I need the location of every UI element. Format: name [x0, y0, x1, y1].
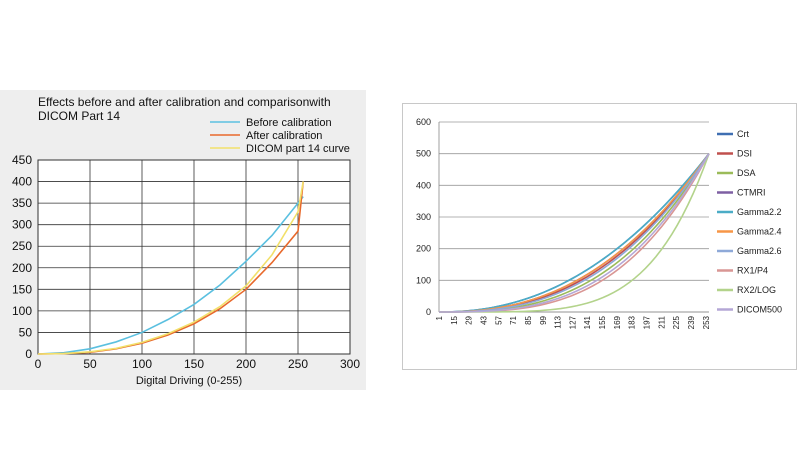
- right-x-tick-label: 57: [494, 315, 503, 324]
- right-series-line: [438, 153, 710, 313]
- right-y-tick-label: 500: [416, 149, 431, 159]
- right-legend-label: DSA: [737, 168, 756, 178]
- left-x-tick-label: 0: [35, 357, 42, 371]
- left-y-tick-label: 400: [12, 175, 32, 189]
- right-x-tick-label: 71: [509, 315, 518, 324]
- right-series-line: [438, 153, 710, 313]
- right-series-line: [438, 153, 710, 313]
- right-x-tick-label: 183: [628, 315, 637, 329]
- right-series-line: [438, 153, 710, 313]
- right-legend-label: DSI: [737, 149, 752, 159]
- right-legend-label: Crt: [737, 129, 749, 139]
- right-series-line: [438, 153, 710, 313]
- left-chart-title: Effects before and after calibration and…: [38, 95, 331, 123]
- left-legend-label: DICOM part 14 curve: [246, 143, 350, 155]
- left-x-tick-label: 300: [340, 357, 360, 371]
- right-legend-label: DICOM500: [737, 305, 782, 315]
- left-x-tick-label: 50: [83, 357, 97, 371]
- right-x-tick-label: 155: [598, 315, 607, 329]
- left-y-tick-label: 350: [12, 196, 32, 210]
- right-x-tick-label: 29: [465, 315, 474, 324]
- left-series-line: [37, 196, 304, 355]
- right-y-tick-label: 200: [416, 244, 431, 254]
- left-y-tick-label: 150: [12, 282, 32, 296]
- left-y-tick-label: 250: [12, 239, 32, 253]
- right-chart-panel: 0 100 200 300 400 500 600 1 15 29 43 57 71 85 99 113 127…: [402, 103, 797, 370]
- left-y-tick-label: 450: [12, 153, 32, 167]
- left-x-tick-label: 250: [288, 357, 308, 371]
- left-x-axis-label: Digital Driving (0-255): [136, 375, 242, 387]
- right-chart-svg: 0 100 200 300 400 500 600 1 15 29 43 57 71 85 99 113 127…: [416, 117, 782, 329]
- right-legend-label: Gamma2.2: [737, 207, 782, 217]
- left-series-line: [37, 181, 304, 355]
- left-y-tick-label: 50: [19, 325, 33, 339]
- right-series-line: [438, 153, 710, 313]
- right-series-line: [438, 153, 710, 313]
- right-x-tick-label: 141: [583, 315, 592, 329]
- right-legend-label: Gamma2.4: [737, 227, 782, 237]
- right-x-tick-label: 99: [539, 315, 548, 324]
- left-x-tick-label: 200: [236, 357, 256, 371]
- right-x-tick-label: 1: [435, 315, 444, 320]
- right-x-tick-label: 211: [657, 315, 666, 328]
- right-legend-label: CTMRI: [737, 188, 766, 198]
- right-x-tick-label: 169: [613, 315, 622, 329]
- right-y-tick-label: 100: [416, 275, 431, 285]
- left-y-tick-label: 0: [25, 347, 32, 361]
- left-legend-label: Before calibration: [246, 117, 332, 129]
- left-chart-svg: 0 50 100 150 200 250 300 0 50 100 150 200 250 300 350 4…: [12, 117, 360, 387]
- right-y-tick-label: 400: [416, 180, 431, 190]
- right-series-line: [438, 153, 710, 313]
- right-x-tick-label: 239: [687, 315, 696, 329]
- right-legend-label: Gamma2.6: [737, 246, 782, 256]
- right-x-tick-label: 127: [568, 315, 577, 329]
- right-x-tick-label: 15: [450, 315, 459, 324]
- right-x-tick-label: 43: [479, 315, 488, 324]
- right-y-tick-label: 300: [416, 212, 431, 222]
- right-series-line: [438, 153, 710, 313]
- left-y-tick-label: 300: [12, 218, 32, 232]
- left-y-tick-label: 100: [12, 304, 32, 318]
- left-chart-panel: Effects before and after calibration and…: [0, 90, 366, 390]
- right-series-line: [439, 153, 710, 313]
- right-legend-label: RX1/P4: [737, 266, 768, 276]
- left-x-tick-label: 100: [132, 357, 152, 371]
- left-y-tick-label: 200: [12, 261, 32, 275]
- left-x-tick-label: 150: [184, 357, 204, 371]
- right-legend-label: RX2/LOG: [737, 285, 776, 295]
- right-x-tick-label: 197: [643, 315, 652, 329]
- right-y-tick-label: 0: [426, 307, 431, 317]
- right-x-tick-label: 225: [672, 315, 681, 329]
- right-y-tick-label: 600: [416, 117, 431, 127]
- left-legend-label: After calibration: [246, 130, 322, 142]
- right-x-tick-label: 85: [524, 315, 533, 324]
- right-x-tick-label: 253: [702, 315, 711, 329]
- right-x-tick-label: 113: [554, 315, 563, 328]
